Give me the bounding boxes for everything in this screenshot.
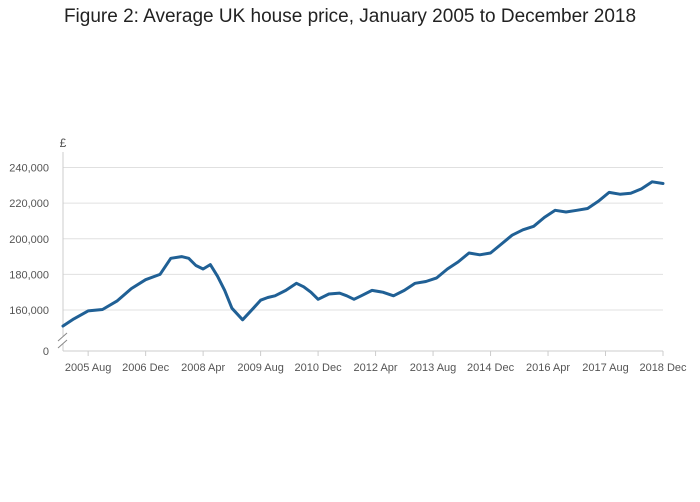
house-price-line <box>61 180 665 328</box>
axis-break-mark <box>57 332 68 342</box>
y-tick-label: 220,000 <box>9 198 49 210</box>
axes: 0 160,000 180,000 200,000 220,000 240,000 £200… <box>9 136 687 374</box>
axis-break-mark <box>57 339 68 349</box>
x-tick-label: 2016 Apr <box>526 362 570 374</box>
x-tick-label: 2013 Aug <box>410 362 457 374</box>
x-tick-label: 2008 Apr <box>181 362 225 374</box>
x-tick-label: 2010 Dec <box>295 362 343 374</box>
x-tick-label: 2012 Apr <box>354 362 398 374</box>
y-tick-label: 160,000 <box>9 305 49 317</box>
x-tick-label: 2014 Dec <box>467 362 515 374</box>
series-layer <box>61 180 665 328</box>
y-tick-label: 0 <box>43 346 49 358</box>
x-tick-label: 2005 Aug <box>65 362 112 374</box>
y-tick-label: 200,000 <box>9 234 49 246</box>
gridlines <box>63 167 663 311</box>
x-tick-label: 2017 Aug <box>582 362 629 374</box>
y-axis-unit: £ <box>60 136 67 150</box>
x-tick-label: 2006 Dec <box>122 362 170 374</box>
y-tick-label: 240,000 <box>9 163 49 175</box>
chart-title: Figure 2: Average UK house price, Januar… <box>63 6 637 27</box>
y-tick-label: 180,000 <box>9 269 49 281</box>
x-tick-label: 2018 Dec <box>639 362 687 374</box>
x-tick-label: 2009 Aug <box>237 362 284 374</box>
